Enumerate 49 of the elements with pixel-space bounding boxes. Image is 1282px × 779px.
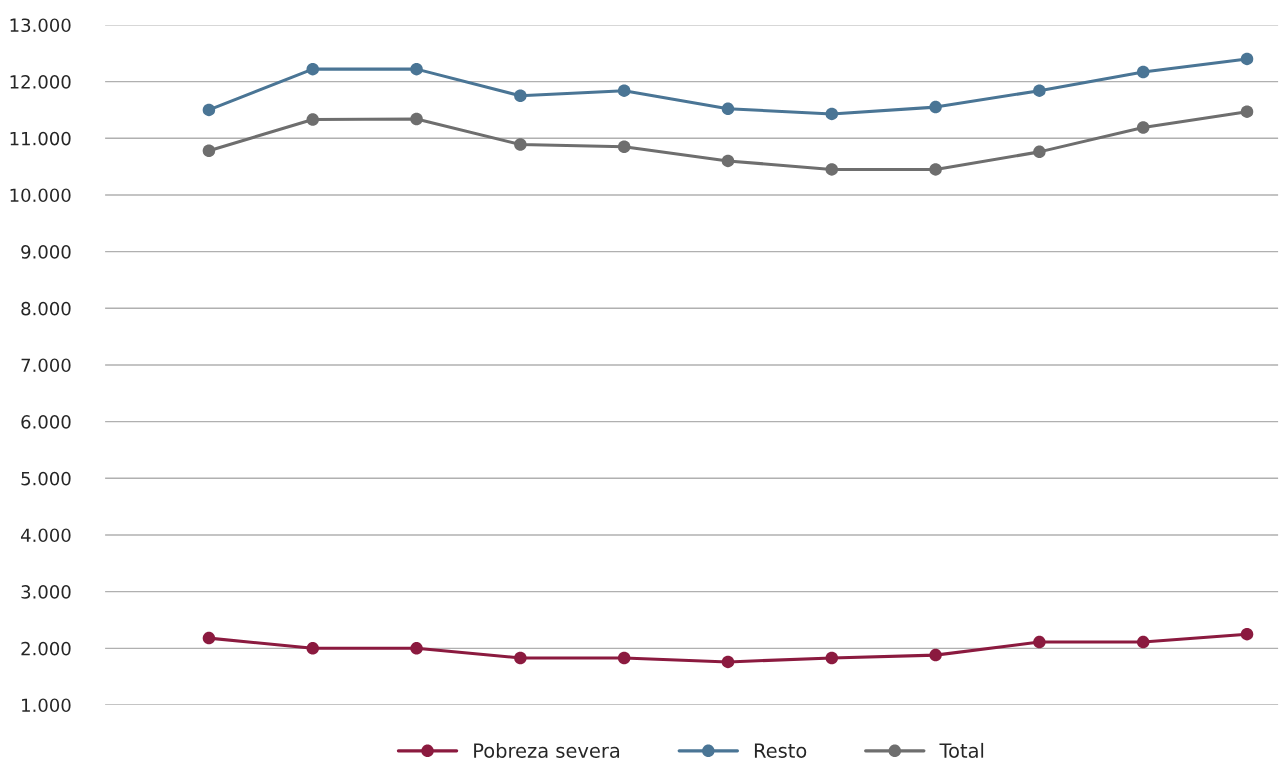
point (306, 113, 319, 126)
point (1136, 65, 1150, 79)
legend-label: Total (939, 742, 984, 758)
y-tick-label: 11.000 (10, 131, 71, 146)
point (929, 100, 942, 114)
point (825, 107, 839, 121)
point (202, 144, 216, 157)
point (514, 651, 527, 665)
point (825, 163, 839, 176)
point (514, 138, 527, 151)
point (1033, 635, 1046, 649)
point (929, 648, 942, 662)
point (1240, 627, 1254, 641)
point (1240, 52, 1254, 66)
y-tick-label: 2.000 (21, 641, 71, 656)
y-tick-label: 5.000 (21, 471, 71, 486)
point (929, 163, 942, 176)
point (306, 642, 319, 655)
y-tick-label: 7.000 (21, 358, 71, 373)
point (721, 102, 735, 116)
y-tick-label: 8.000 (21, 301, 71, 316)
point (410, 642, 423, 655)
y-tick-label: 10.000 (10, 188, 71, 203)
point (825, 651, 839, 665)
point (1033, 145, 1046, 159)
y-tick-label: 6.000 (21, 415, 71, 429)
point (721, 154, 735, 168)
point (1240, 105, 1254, 118)
point (1136, 121, 1150, 134)
point (202, 631, 216, 645)
y-tick-label: 1.000 (22, 698, 71, 713)
point (617, 84, 631, 97)
y-tick-label: 12.000 (10, 75, 71, 89)
point (721, 655, 735, 669)
y-tick-label: 3.000 (21, 585, 71, 599)
y-tick-label: 4.000 (20, 528, 71, 543)
y-tick-label: 9.000 (21, 245, 71, 259)
point (617, 651, 631, 665)
legend-label: Pobreza severa (474, 742, 620, 758)
point (306, 62, 319, 76)
point (410, 112, 423, 126)
point (202, 103, 216, 117)
legend-label: Resto (754, 743, 807, 758)
y-tick-label: 13.000 (10, 18, 71, 33)
point (514, 89, 527, 103)
point (617, 140, 631, 154)
point (1033, 84, 1046, 97)
point (1136, 635, 1150, 649)
point (410, 62, 423, 76)
